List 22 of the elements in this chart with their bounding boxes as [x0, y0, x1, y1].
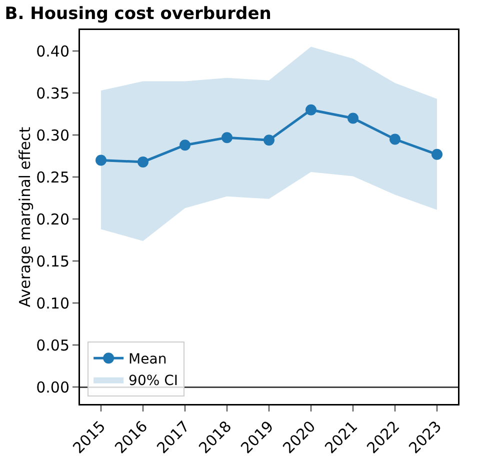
point — [306, 104, 316, 116]
y-tick-label: 0.40 — [36, 42, 70, 60]
y-tick-label: 0.35 — [36, 84, 70, 102]
legend-label: Mean — [128, 352, 167, 368]
point — [138, 156, 148, 168]
y-tick-label: 0.00 — [36, 378, 70, 396]
point — [348, 112, 358, 124]
y-tick-label: 0.20 — [36, 210, 70, 228]
y-tick-label: 0.30 — [36, 126, 70, 144]
chart-title: B. Housing cost overburden — [4, 4, 272, 24]
y-axis-title: Average marginal effect — [16, 126, 34, 308]
y-tick-label: 0.25 — [36, 168, 70, 186]
point — [264, 134, 274, 146]
point — [390, 134, 400, 145]
point — [180, 140, 190, 151]
point — [96, 154, 106, 166]
annotation: 90% CI — [128, 372, 178, 389]
y-tick-label: 0.10 — [36, 294, 70, 312]
point — [222, 132, 232, 144]
y-tick-label: 0.05 — [36, 336, 70, 354]
y-tick-label: 0.15 — [36, 252, 70, 270]
point — [432, 148, 442, 160]
